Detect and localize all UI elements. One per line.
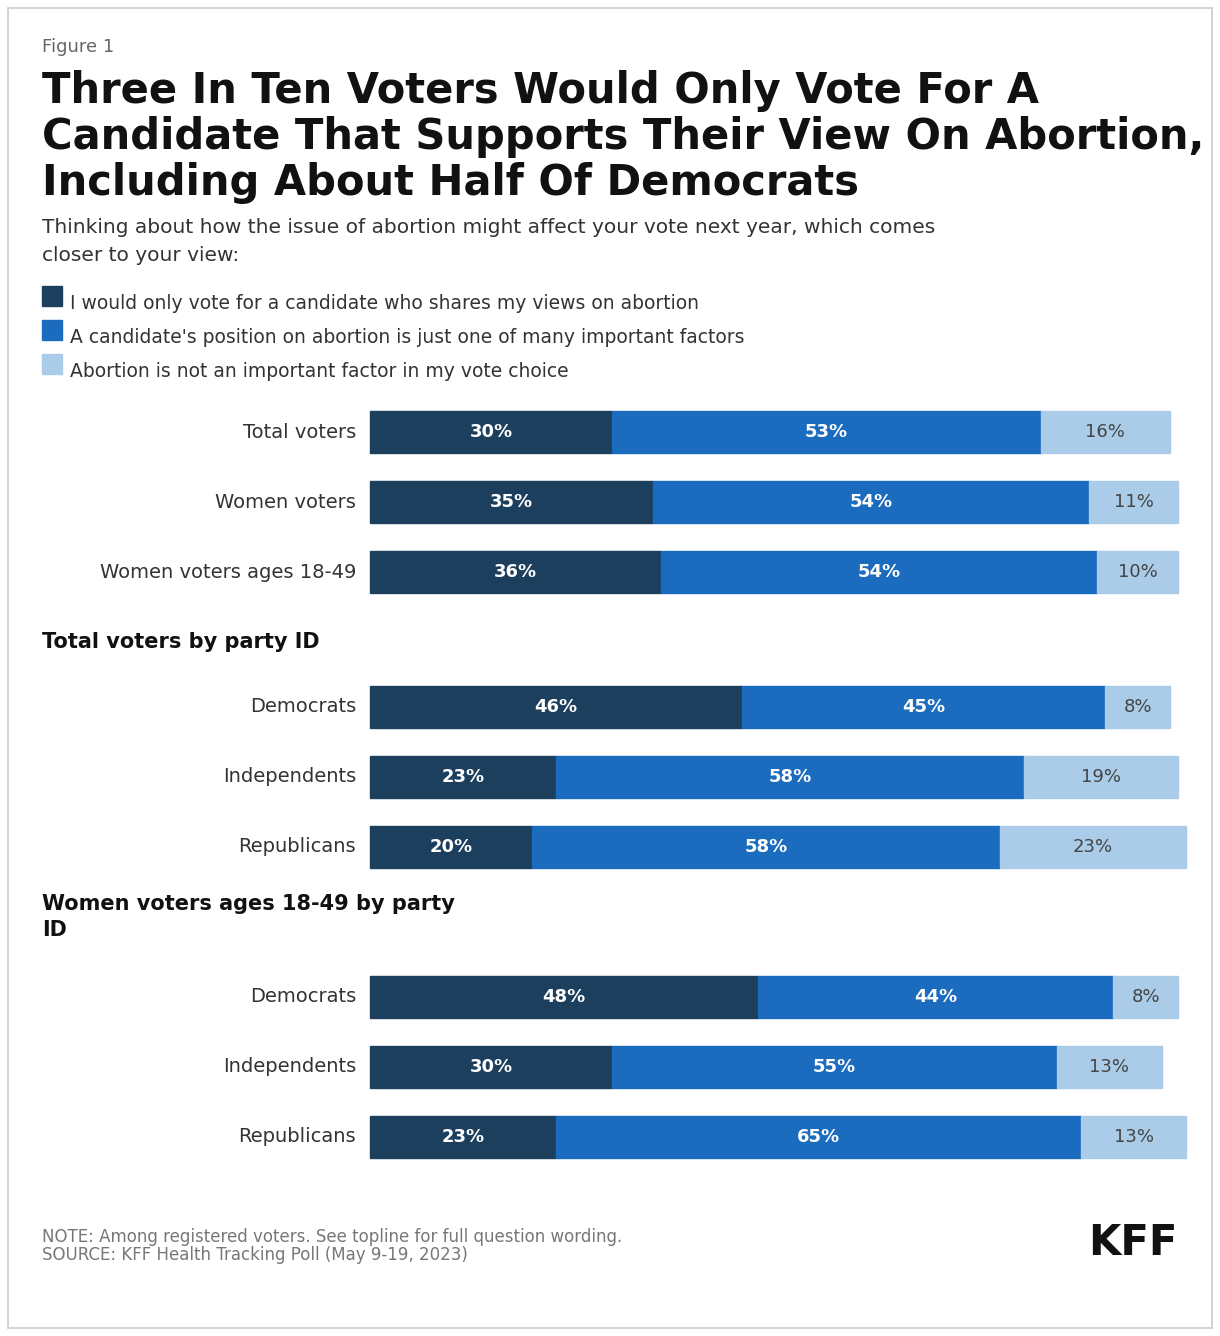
Text: 65%: 65% (797, 1128, 841, 1146)
Bar (556, 756, 1025, 798)
Text: 23%: 23% (1074, 838, 1113, 856)
Bar (1081, 1116, 1186, 1158)
Text: 45%: 45% (902, 697, 946, 716)
Bar (1114, 977, 1179, 1018)
Bar (370, 977, 758, 1018)
Text: 30%: 30% (470, 1058, 512, 1075)
Bar (370, 685, 742, 728)
Text: 13%: 13% (1089, 1058, 1130, 1075)
Text: Abortion is not an important factor in my vote choice: Abortion is not an important factor in m… (70, 362, 569, 381)
Text: Independents: Independents (223, 767, 356, 787)
Text: Figure 1: Figure 1 (41, 37, 115, 56)
Text: A candidate's position on abortion is just one of many important factors: A candidate's position on abortion is ju… (70, 329, 744, 347)
Bar (1025, 756, 1179, 798)
Bar (370, 1046, 612, 1088)
Text: 23%: 23% (442, 1128, 484, 1146)
Text: 16%: 16% (1086, 424, 1125, 441)
Text: closer to your view:: closer to your view: (41, 246, 239, 265)
Text: 10%: 10% (1118, 562, 1158, 581)
Text: Candidate That Supports Their View On Abortion,: Candidate That Supports Their View On Ab… (41, 116, 1204, 158)
Bar (370, 411, 612, 453)
Bar (370, 481, 653, 522)
Bar (742, 685, 1105, 728)
Text: Women voters ages 18-49 by party
ID: Women voters ages 18-49 by party ID (41, 894, 455, 941)
Text: 48%: 48% (543, 989, 586, 1006)
Text: 23%: 23% (442, 768, 484, 786)
Text: 35%: 35% (490, 493, 533, 510)
Bar (370, 826, 532, 868)
Text: 13%: 13% (1114, 1128, 1154, 1146)
Bar (532, 826, 1000, 868)
Text: 54%: 54% (849, 493, 893, 510)
Text: 54%: 54% (858, 562, 900, 581)
Bar (370, 756, 556, 798)
Text: Democrats: Democrats (250, 697, 356, 716)
Text: Independents: Independents (223, 1058, 356, 1077)
Text: 44%: 44% (914, 989, 958, 1006)
Bar (653, 481, 1089, 522)
Bar (370, 550, 661, 593)
Bar (612, 1046, 1057, 1088)
Bar (612, 411, 1041, 453)
Text: 8%: 8% (1131, 989, 1160, 1006)
Text: Republicans: Republicans (238, 1128, 356, 1146)
Text: Republicans: Republicans (238, 838, 356, 856)
Bar (1057, 1046, 1161, 1088)
Text: 58%: 58% (769, 768, 811, 786)
Text: 8%: 8% (1124, 697, 1152, 716)
Bar (1105, 685, 1170, 728)
Bar (661, 550, 1097, 593)
Text: Thinking about how the issue of abortion might affect your vote next year, which: Thinking about how the issue of abortion… (41, 218, 936, 236)
Text: NOTE: Among registered voters. See topline for full question wording.: NOTE: Among registered voters. See topli… (41, 1228, 622, 1246)
Bar (556, 1116, 1081, 1158)
Text: 53%: 53% (805, 424, 848, 441)
Text: Democrats: Democrats (250, 987, 356, 1006)
Bar (1041, 411, 1170, 453)
Text: Total voters: Total voters (243, 422, 356, 441)
Text: Three In Ten Voters Would Only Vote For A: Three In Ten Voters Would Only Vote For … (41, 69, 1039, 112)
Text: 58%: 58% (744, 838, 788, 856)
Text: 11%: 11% (1114, 493, 1153, 510)
Bar (41, 321, 62, 339)
Text: 20%: 20% (429, 838, 472, 856)
Text: Total voters by party ID: Total voters by party ID (41, 632, 320, 652)
Text: Women voters: Women voters (215, 493, 356, 512)
Bar (1097, 550, 1179, 593)
Text: I would only vote for a candidate who shares my views on abortion: I would only vote for a candidate who sh… (70, 294, 699, 313)
Bar (370, 1116, 556, 1158)
Bar (41, 286, 62, 306)
Text: 30%: 30% (470, 424, 512, 441)
Bar (1089, 481, 1179, 522)
Bar (1000, 826, 1186, 868)
Text: KFF: KFF (1088, 1222, 1179, 1264)
Bar (41, 354, 62, 374)
Text: 19%: 19% (1081, 768, 1121, 786)
Text: 36%: 36% (494, 562, 537, 581)
Text: 46%: 46% (534, 697, 577, 716)
Text: 55%: 55% (813, 1058, 856, 1075)
Bar (758, 977, 1114, 1018)
Text: Including About Half Of Democrats: Including About Half Of Democrats (41, 162, 859, 204)
Text: Women voters ages 18-49: Women voters ages 18-49 (100, 562, 356, 581)
Text: SOURCE: KFF Health Tracking Poll (May 9-19, 2023): SOURCE: KFF Health Tracking Poll (May 9-… (41, 1246, 468, 1264)
